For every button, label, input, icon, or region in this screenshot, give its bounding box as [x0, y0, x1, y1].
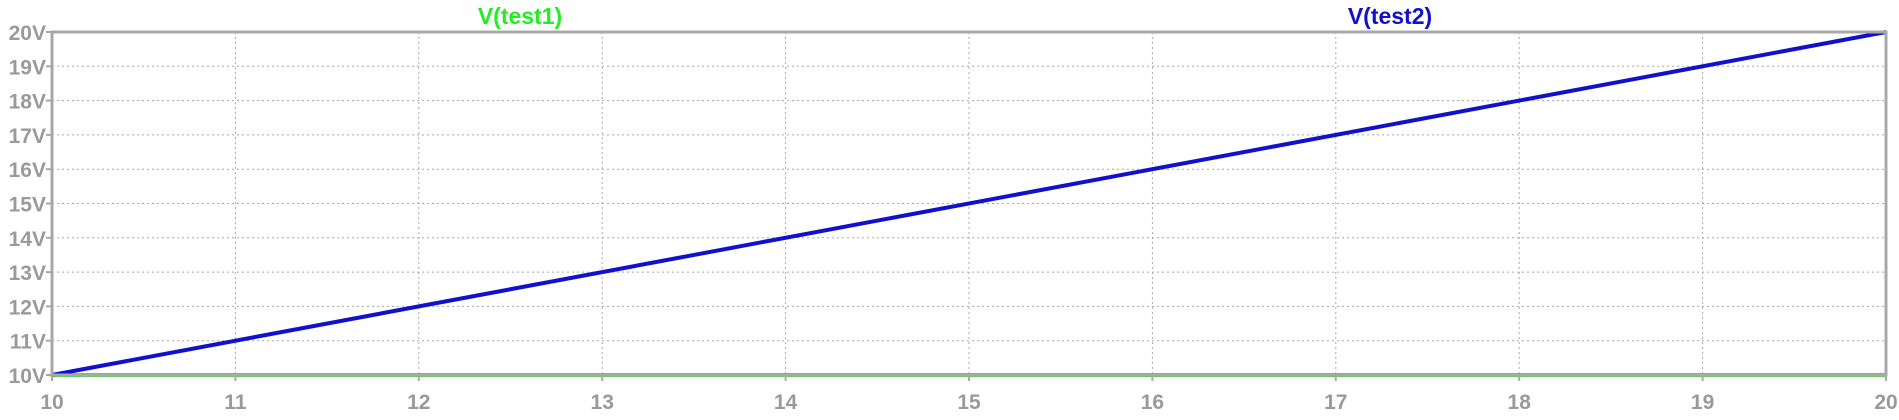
y-tick-label: 17V — [9, 125, 46, 148]
series-line-2 — [51, 30, 1887, 377]
y-tick-label: 20V — [9, 22, 46, 45]
y-tick-label: 19V — [9, 56, 46, 79]
legend-label-2: V(test2) — [1348, 3, 1432, 29]
x-tick-label: 11 — [224, 391, 247, 414]
x-tick-label: 15 — [957, 391, 981, 414]
y-axis-ticks: 10V 11V 12V 13V 14V 15V 16V 17V 18V 19V 20V — [9, 22, 52, 388]
plot-grid — [52, 32, 1886, 375]
y-tick-label: 12V — [9, 296, 46, 319]
y-tick-label: 14V — [9, 228, 46, 251]
y-tick-label: 16V — [9, 159, 46, 182]
x-tick-label: 16 — [1141, 391, 1164, 414]
y-tick-label: 13V — [9, 262, 46, 285]
y-tick-label: 18V — [9, 91, 46, 114]
x-tick-label: 20 — [1874, 391, 1897, 414]
legend-label-1: V(test1) — [478, 3, 562, 29]
x-tick-label: 19 — [1691, 391, 1714, 414]
y-tick-label: 10V — [9, 365, 46, 388]
legend: V(test1) V(test2) — [478, 3, 1432, 29]
y-tick-label: 15V — [9, 194, 46, 217]
x-tick-label: 13 — [591, 391, 614, 414]
x-tick-label: 14 — [774, 391, 798, 414]
x-tick-label: 10 — [40, 391, 63, 414]
x-tick-label: 12 — [407, 391, 430, 414]
x-tick-label: 18 — [1508, 391, 1532, 414]
x-axis-ticks: 10 11 12 13 14 15 16 17 18 19 20 — [40, 375, 1898, 414]
y-tick-label: 11V — [10, 331, 46, 354]
x-tick-label: 17 — [1324, 391, 1347, 414]
